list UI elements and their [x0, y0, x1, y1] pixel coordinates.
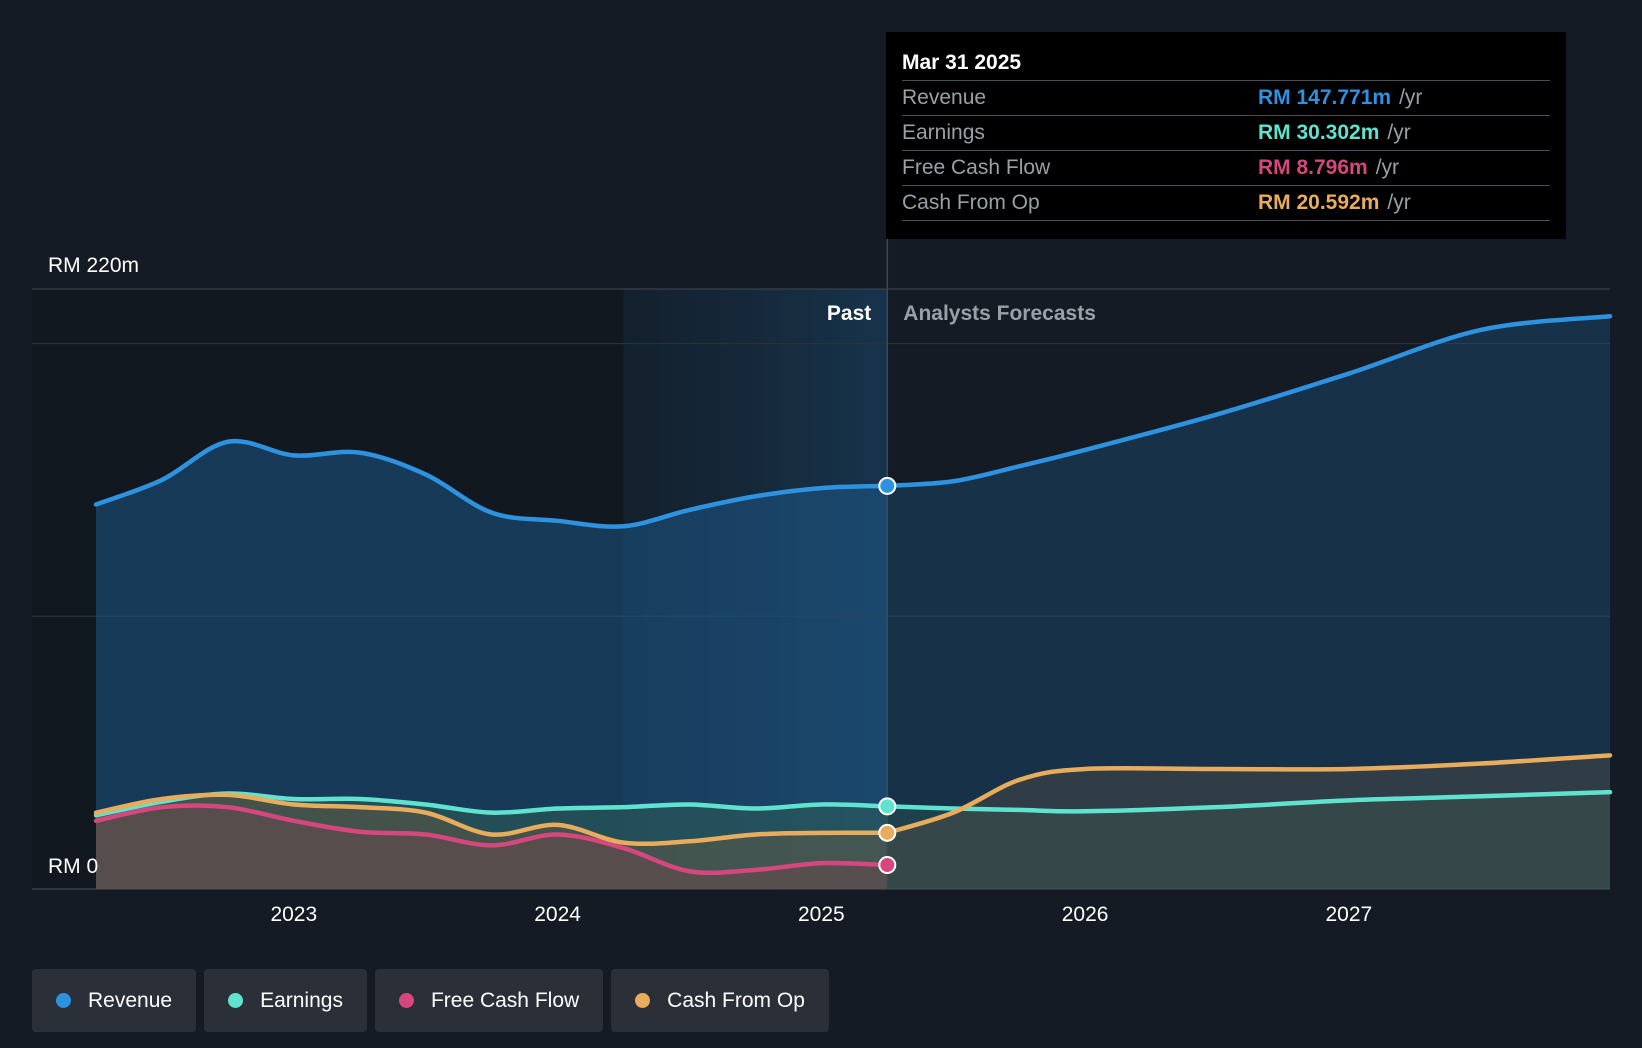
revenue-line [885, 314, 1613, 489]
earnings-marker [878, 797, 897, 816]
tooltip-unit: /yr [1375, 156, 1400, 179]
tooltip-value: RM 8.796m [1258, 156, 1368, 179]
tooltip-row-cfo: Cash From Op RM 20.592m /yr [902, 185, 1550, 221]
legend-item-fcf[interactable]: Free Cash Flow [374, 969, 604, 1032]
legend-label: Free Cash Flow [430, 988, 580, 1012]
x-tick-label: 2023 [270, 903, 317, 926]
x-tick-label: 2027 [1326, 903, 1373, 926]
tooltip-unit: /yr [1387, 191, 1411, 214]
legend: Revenue Earnings Free Cash Flow Cash Fro… [32, 969, 829, 1032]
fcf-marker [878, 856, 897, 874]
tooltip-row-earnings: Earnings RM 30.302m /yr [902, 115, 1550, 150]
fcf-dot-icon [398, 993, 414, 1008]
tooltip-label: Cash From Op [902, 191, 1040, 214]
tooltip-label: Earnings [902, 121, 985, 144]
tooltip-label: Revenue [902, 86, 987, 109]
earnings-area [887, 792, 1610, 889]
tooltip-value: RM 30.302m [1258, 121, 1380, 144]
x-tick-label: 2025 [798, 903, 845, 926]
tooltip-label: Free Cash Flow [902, 156, 1051, 179]
earnings-line [885, 789, 1613, 814]
revenue-marker [878, 476, 897, 495]
forecast-label: Analysts Forecasts [903, 302, 1096, 325]
past-label: Past [827, 302, 871, 325]
cfo-line [93, 792, 890, 847]
cfo-marker [878, 823, 897, 842]
cfo-dot-icon [635, 993, 651, 1008]
legend-label: Revenue [88, 988, 173, 1012]
cfo-area [887, 755, 1610, 889]
cfo-line [885, 753, 1613, 836]
tooltip-row-fcf: Free Cash Flow RM 8.796m /yr [902, 150, 1550, 185]
x-tick-label: 2024 [534, 903, 581, 926]
legend-label: Earnings [260, 988, 343, 1012]
revenue-line [93, 438, 890, 529]
cfo-area [96, 794, 888, 889]
revenue-area [96, 441, 888, 889]
tooltip-unit: /yr [1399, 86, 1423, 109]
tooltip-date: Mar 31 2025 [902, 51, 1022, 74]
legend-label: Cash From Op [667, 988, 805, 1012]
earnings-dot-icon [228, 993, 244, 1008]
tooltip-value: RM 147.771m [1258, 86, 1392, 109]
revenue-dot-icon [56, 993, 71, 1008]
revenue-area [887, 316, 1610, 890]
x-tick-label: 2026 [1062, 903, 1109, 926]
tooltip-panel: Mar 31 2025 Revenue RM 147.771m /yr Earn… [886, 32, 1566, 239]
legend-item-cfo[interactable]: Cash From Op [611, 969, 829, 1032]
legend-item-revenue[interactable]: Revenue [32, 969, 197, 1032]
fcf-line [93, 803, 890, 876]
legend-item-earnings[interactable]: Earnings [204, 969, 367, 1032]
tooltip-value: RM 20.592m [1258, 191, 1380, 214]
tooltip-row-revenue: Revenue RM 147.771m /yr [902, 80, 1550, 115]
y-tick-label: RM 0 [48, 855, 98, 878]
y-tick-label: RM 220m [48, 254, 139, 277]
tooltip-unit: /yr [1387, 121, 1411, 144]
